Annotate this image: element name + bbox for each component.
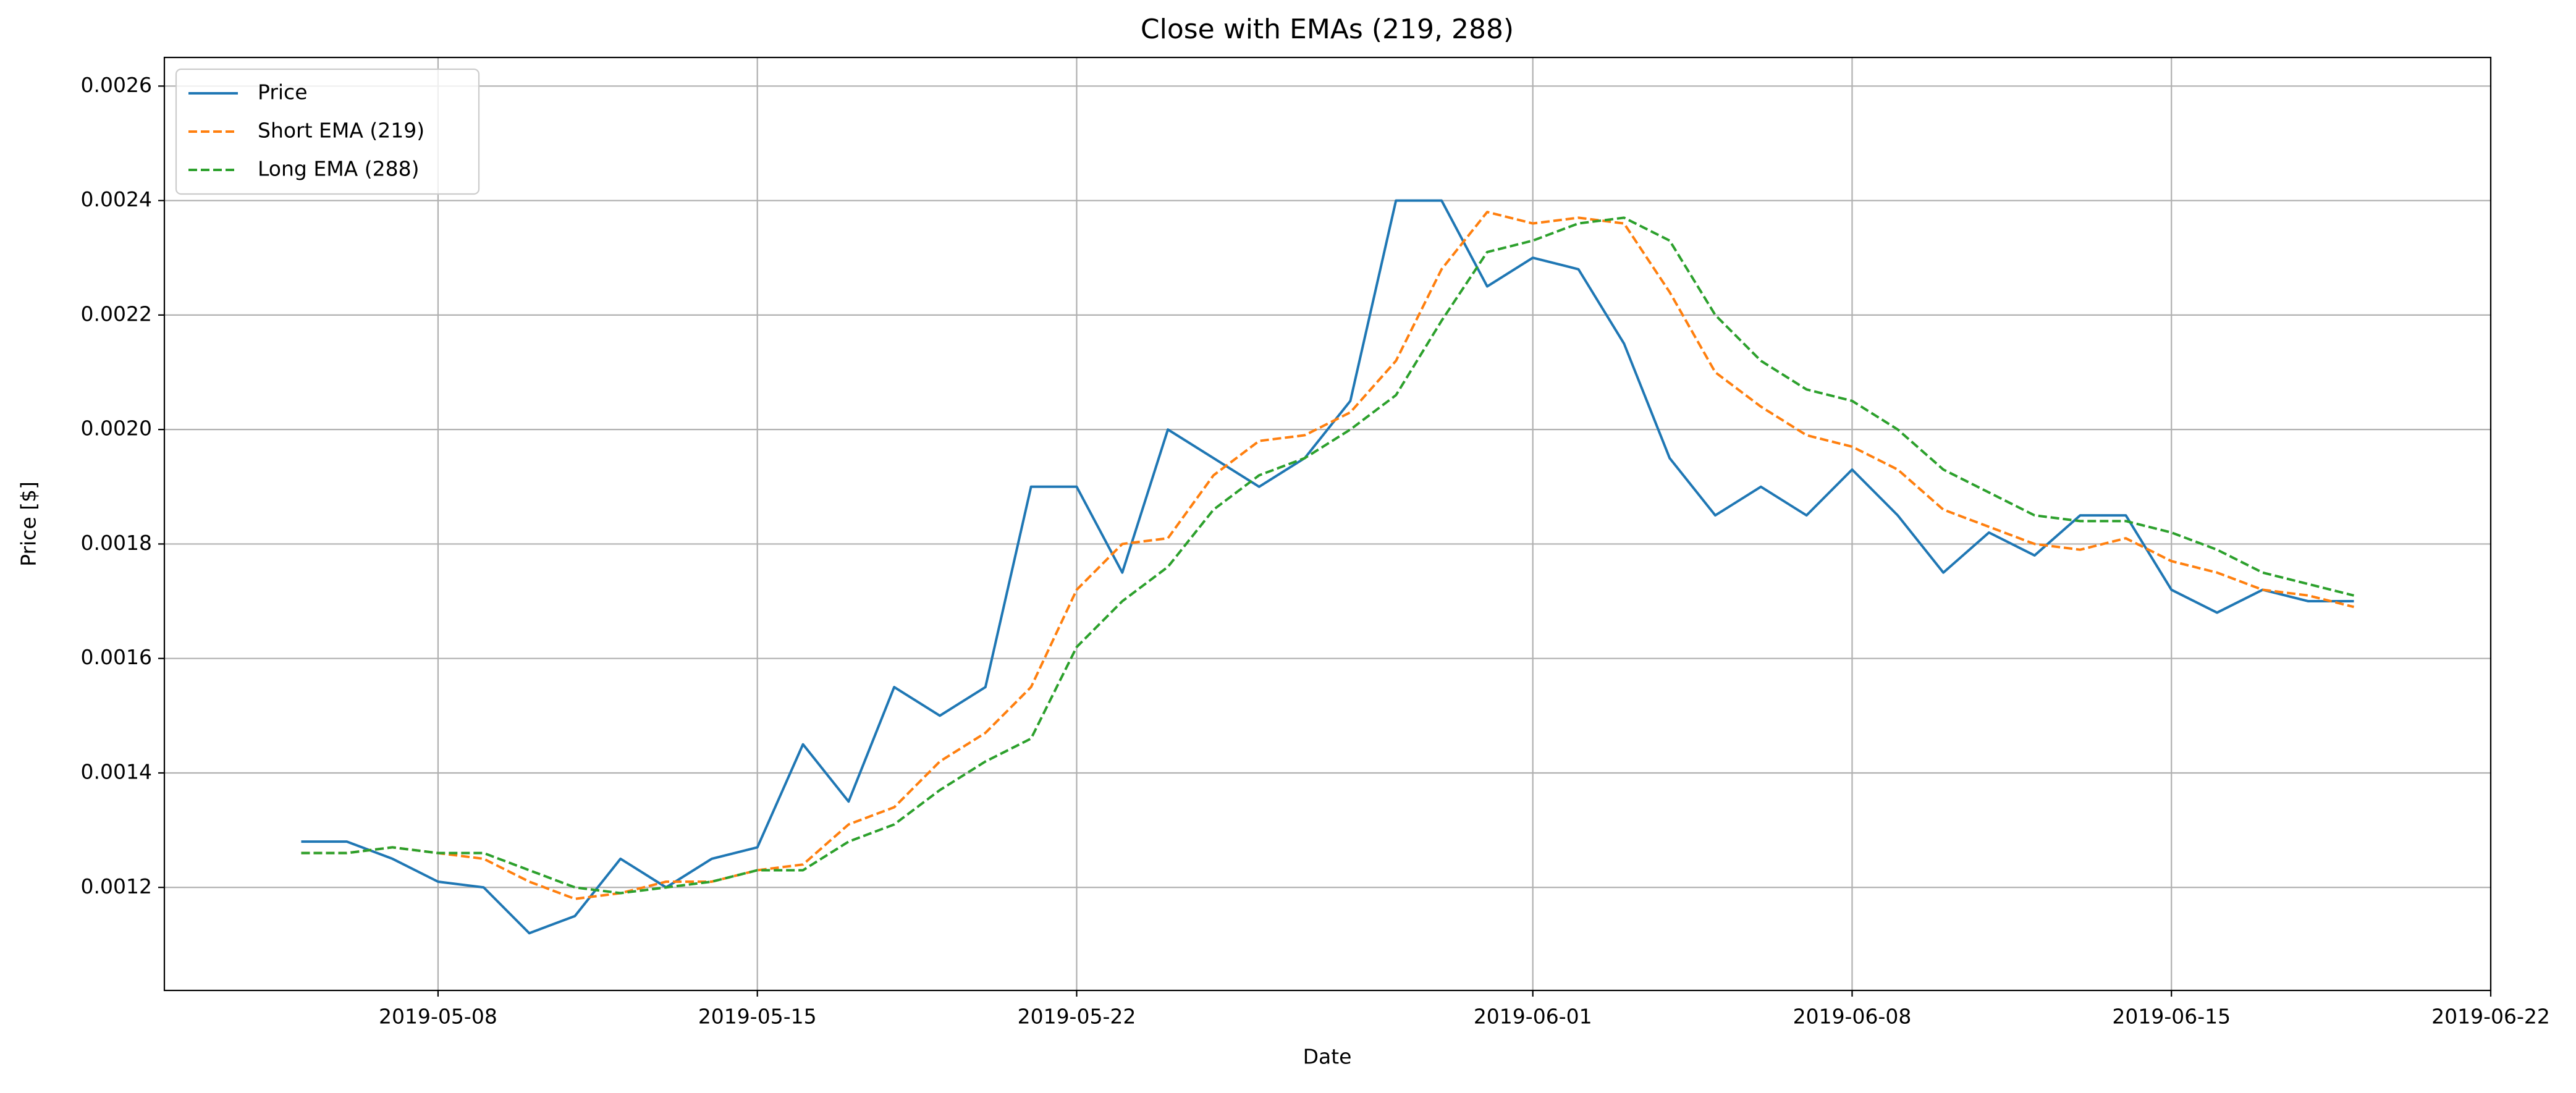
legend: Price Short EMA (219) Long EMA (288) [175, 68, 480, 195]
y-tick-label: 0.0020 [81, 416, 152, 441]
x-tick-label: 2019-06-15 [2112, 1005, 2231, 1029]
x-axis-label: Date [1303, 1045, 1352, 1069]
y-tick-label: 0.0012 [81, 874, 152, 898]
line-series [301, 211, 2355, 900]
y-axis-label: Price [$] [17, 481, 41, 567]
x-tick-label: 2019-05-15 [698, 1005, 817, 1029]
line-series [301, 216, 2355, 895]
axes-frame [163, 56, 2492, 992]
legend-label: Price [258, 80, 308, 104]
y-tick-label: 0.0018 [81, 531, 152, 555]
x-tick-label: 2019-05-22 [1018, 1005, 1136, 1029]
x-tick-label: 2019-05-08 [379, 1005, 497, 1029]
y-tick-label: 0.0026 [81, 73, 152, 97]
legend-label: Long EMA (288) [258, 157, 419, 181]
x-tick-label: 2019-06-22 [2431, 1005, 2550, 1029]
y-tick-label: 0.0024 [81, 187, 152, 211]
y-tick-label: 0.0016 [81, 645, 152, 669]
y-tick-label: 0.0014 [81, 759, 152, 783]
x-tick-label: 2019-06-01 [1474, 1005, 1592, 1029]
line-series [301, 199, 2354, 935]
y-tick-label: 0.0022 [81, 302, 152, 326]
legend-box [175, 68, 480, 195]
chart-title: Close with EMAs (219, 288) [1141, 14, 1514, 45]
legend-label: Short EMA (219) [258, 119, 424, 143]
x-tick-label: 2019-06-08 [1793, 1005, 1912, 1029]
